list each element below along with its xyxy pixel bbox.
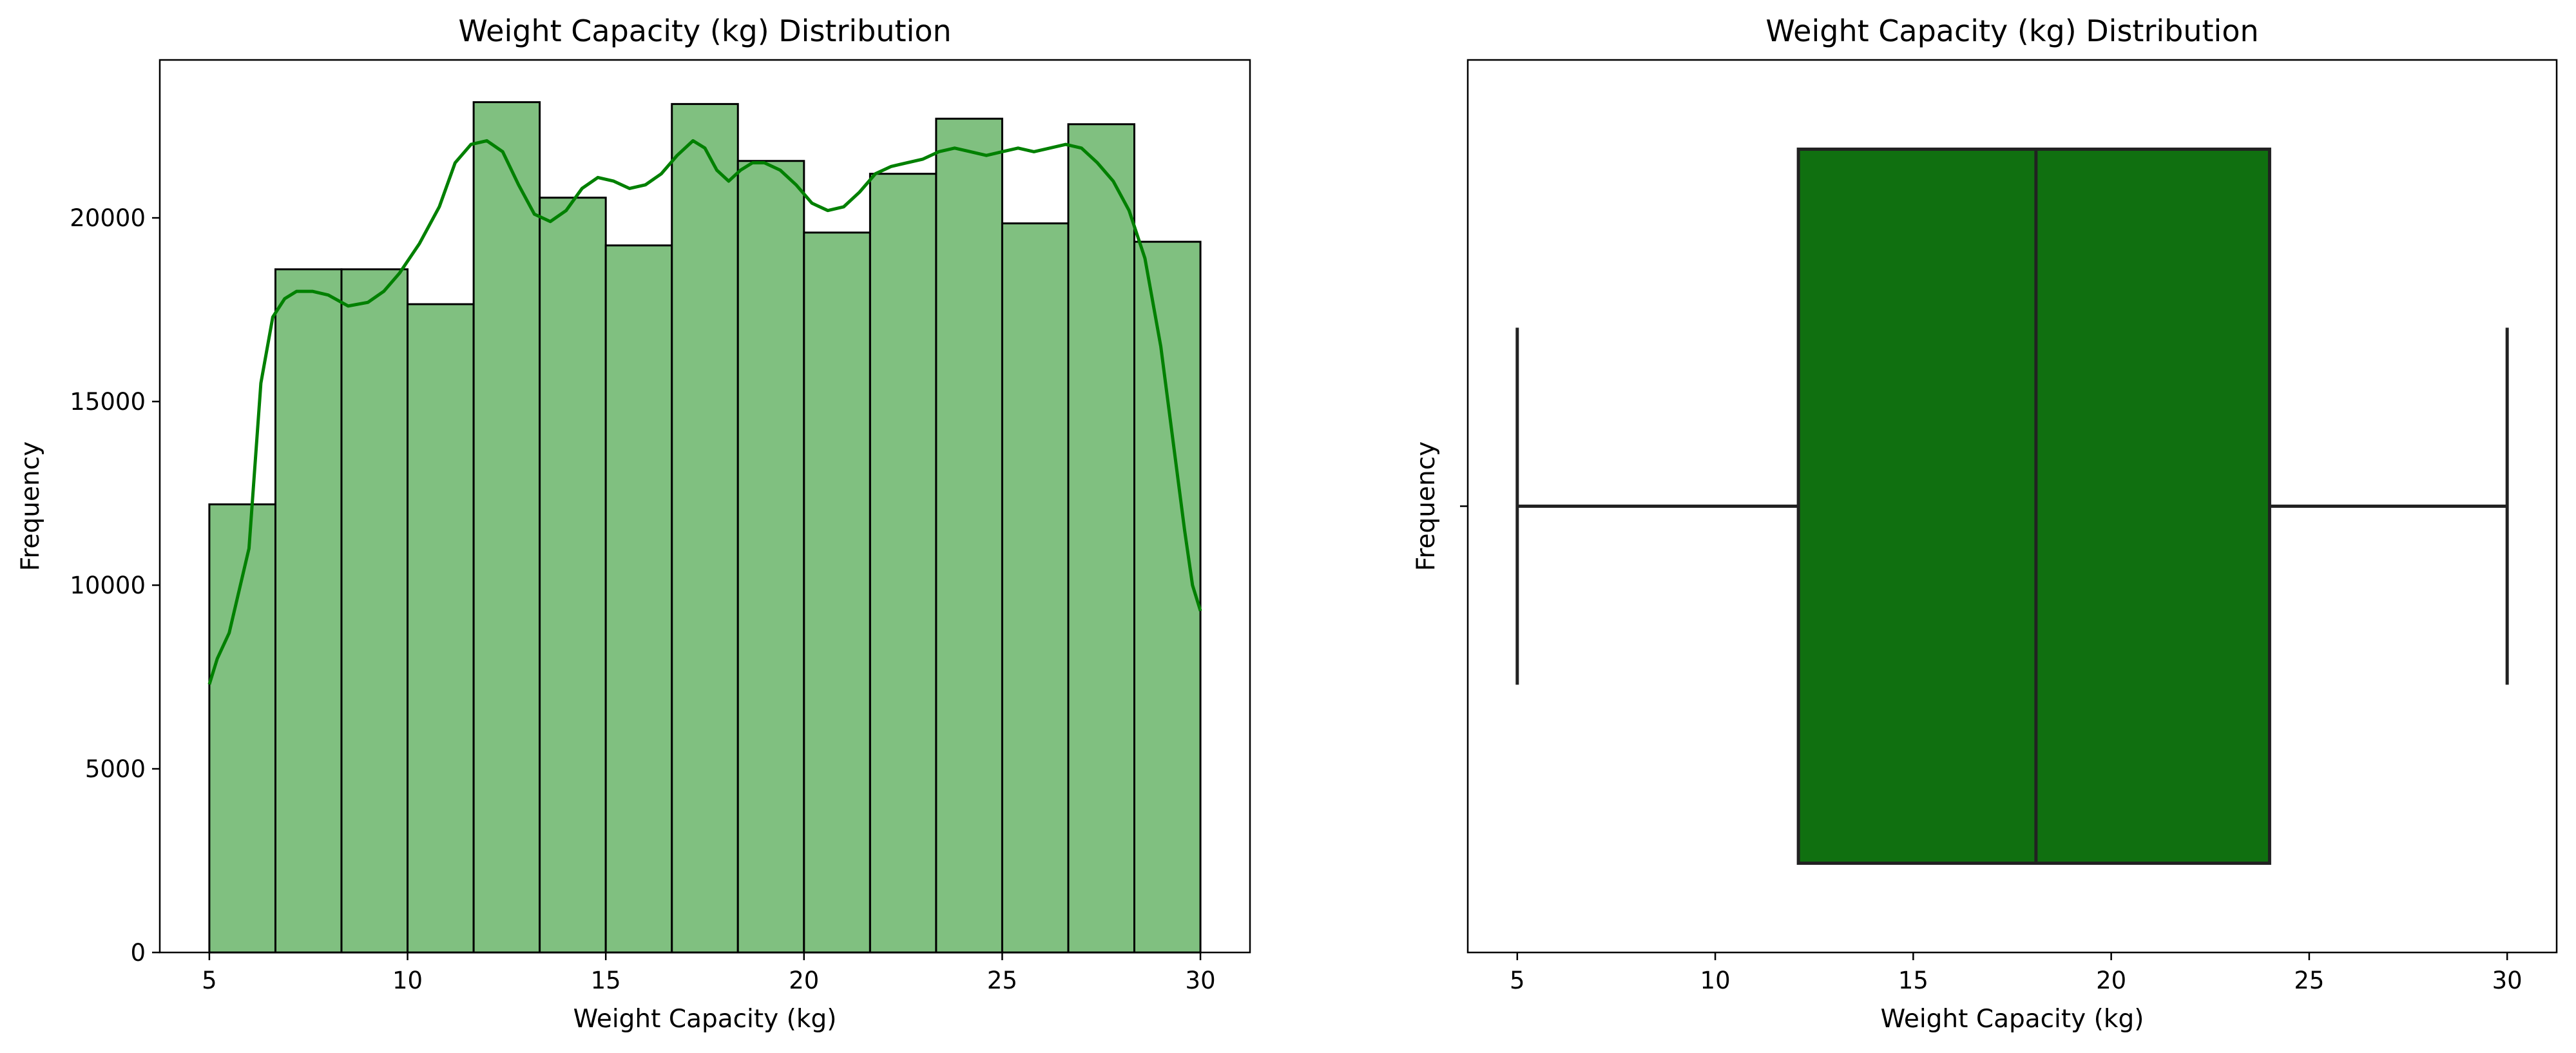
x-tick-label: 30 bbox=[1186, 967, 1216, 994]
x-tick-label: 5 bbox=[202, 967, 217, 994]
x-tick-label: 15 bbox=[1898, 967, 1928, 994]
y-tick-label: 10000 bbox=[70, 572, 146, 599]
y-tick-label: 0 bbox=[130, 939, 146, 967]
x-tick-label: 15 bbox=[591, 967, 621, 994]
x-tick-label: 10 bbox=[392, 967, 423, 994]
histogram-bar bbox=[1067, 123, 1136, 954]
histogram-bar bbox=[803, 231, 871, 954]
histogram-panel: 5 10 15 20 25 30 0 5000 10000 15000 20000 Weight … bbox=[16, 14, 1251, 1034]
y-tick-label: 15000 bbox=[70, 388, 146, 416]
histogram-x-axis-label: Weight Capacity (kg) bbox=[573, 1005, 837, 1034]
histogram-bars bbox=[208, 101, 1202, 954]
boxplot-x-axis-label: Weight Capacity (kg) bbox=[1881, 1005, 2144, 1034]
x-tick-label: 20 bbox=[2096, 967, 2126, 994]
histogram-bar bbox=[671, 102, 739, 954]
boxplot-x-ticks: 5 10 15 20 25 30 bbox=[1510, 952, 2523, 994]
y-tick-label: 5000 bbox=[85, 755, 146, 783]
histogram-y-axis-label: Frequency bbox=[16, 441, 45, 571]
histogram-x-ticks: 5 10 15 20 25 30 bbox=[202, 952, 1216, 994]
histogram-bar bbox=[935, 117, 1003, 954]
histogram-bar bbox=[1133, 240, 1202, 954]
boxplot-y-axis-label: Frequency bbox=[1412, 441, 1441, 571]
kde-curve bbox=[207, 139, 1202, 685]
histogram-bar bbox=[407, 303, 475, 954]
x-tick-label: 30 bbox=[2492, 967, 2523, 994]
x-tick-label: 25 bbox=[2294, 967, 2324, 994]
histogram-bar bbox=[340, 268, 409, 954]
histogram-y-ticks: 0 5000 10000 15000 20000 bbox=[70, 204, 160, 967]
boxplot-title: Weight Capacity (kg) Distribution bbox=[1765, 14, 2258, 48]
box-iqr bbox=[1796, 148, 2271, 865]
histogram-bar bbox=[869, 173, 937, 954]
histogram-bar bbox=[604, 244, 673, 954]
histogram-bar bbox=[1001, 222, 1070, 954]
x-tick-label: 10 bbox=[1700, 967, 1731, 994]
histogram-title: Weight Capacity (kg) Distribution bbox=[458, 14, 951, 48]
y-tick-label: 20000 bbox=[70, 204, 146, 232]
histogram-bar bbox=[736, 160, 805, 954]
histogram-bar bbox=[539, 197, 607, 954]
x-tick-label: 25 bbox=[987, 967, 1017, 994]
histogram-bar bbox=[472, 101, 541, 954]
histogram-axes-frame bbox=[159, 59, 1251, 954]
histogram-bar bbox=[274, 268, 343, 954]
boxplot-panel: 5 10 15 20 25 30 Weight Capacity (kg) Distrib… bbox=[1412, 14, 2558, 1034]
x-tick-label: 20 bbox=[789, 967, 819, 994]
x-tick-label: 5 bbox=[1510, 967, 1525, 994]
